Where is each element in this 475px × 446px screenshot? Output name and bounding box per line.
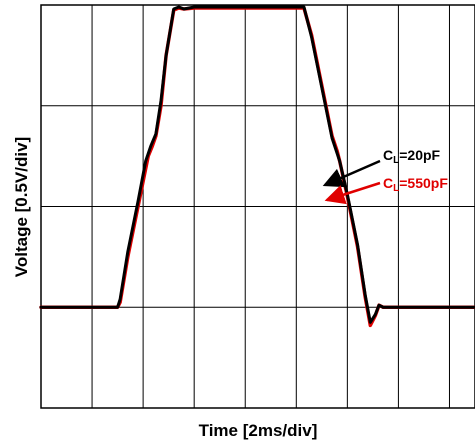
- y-axis-label: Voltage [0.5V/div]: [12, 137, 31, 277]
- x-axis-label: Time [2ms/div]: [199, 421, 318, 440]
